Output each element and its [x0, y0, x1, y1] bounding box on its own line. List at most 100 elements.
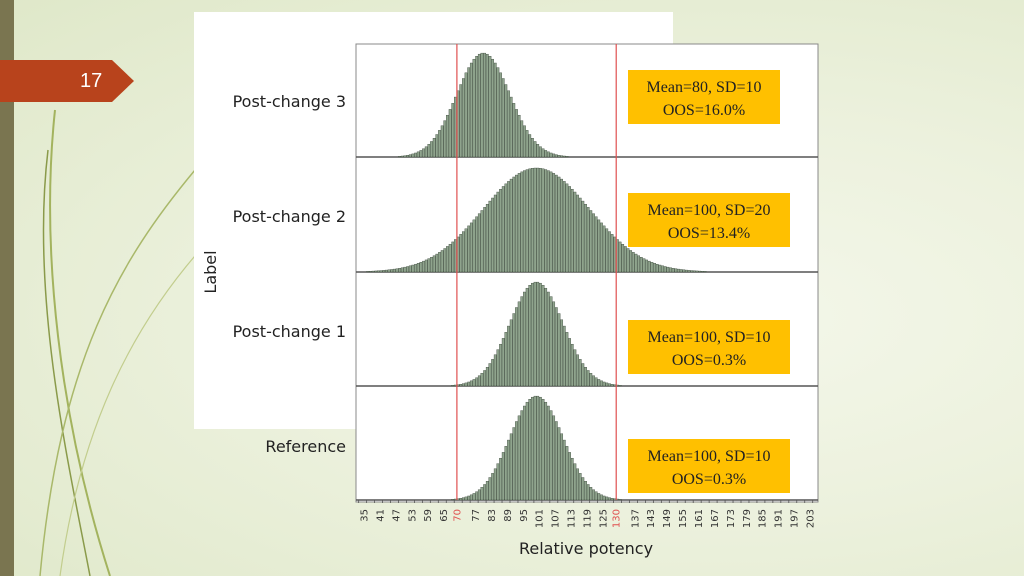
histogram-bar — [406, 155, 410, 158]
panel-label: Post-change 1 — [233, 322, 346, 341]
histogram-bar — [459, 384, 463, 387]
histogram-bar — [552, 153, 556, 158]
histogram-bar — [491, 359, 494, 387]
histogram-bar — [523, 125, 526, 158]
x-tick-label: 59 — [423, 509, 434, 522]
histogram-bar — [446, 114, 449, 158]
histogram-bar — [541, 284, 545, 387]
x-tick-label: 130 — [612, 509, 623, 528]
histogram-bar — [464, 382, 468, 387]
x-tick-label: 185 — [758, 509, 769, 528]
histogram-bar — [533, 395, 537, 501]
histogram-bar — [608, 383, 611, 387]
histogram-bar — [501, 186, 505, 273]
histogram-bar — [645, 259, 648, 273]
x-tick-label: 119 — [583, 509, 594, 528]
histogram-bar — [448, 244, 452, 273]
x-tick-label: 149 — [662, 509, 673, 528]
annotation-text: Mean=100, SD=10 — [648, 329, 771, 346]
histogram-bar — [411, 153, 415, 158]
histogram-bar — [517, 114, 521, 158]
histogram-bar — [406, 266, 410, 273]
histogram-bar — [592, 375, 595, 387]
histogram-bar — [467, 67, 471, 158]
histogram-bar — [690, 270, 694, 273]
histogram-bar — [594, 216, 598, 273]
histogram-bar — [477, 375, 481, 387]
histogram-bar — [400, 267, 404, 273]
histogram-bar — [416, 151, 420, 158]
histogram-bar — [488, 55, 492, 158]
annotation-box — [628, 193, 790, 247]
histogram-bar — [459, 84, 463, 158]
histogram-bar — [536, 167, 540, 273]
histogram-bar — [592, 213, 595, 273]
histogram-bar — [565, 156, 569, 158]
histogram-bar — [674, 268, 678, 273]
histogram-bar — [480, 52, 484, 158]
histogram-bar — [539, 282, 542, 387]
histogram-bar — [414, 263, 417, 273]
histogram-bar — [565, 332, 569, 387]
histogram-bar — [637, 255, 641, 273]
histogram-bar — [541, 148, 545, 158]
histogram-bar — [549, 410, 553, 501]
annotation-box — [628, 70, 780, 124]
histogram-bar — [403, 266, 407, 273]
histogram-bar — [440, 125, 444, 158]
histogram-bar — [512, 176, 516, 273]
histogram-bar — [539, 168, 542, 273]
histogram-bar — [385, 269, 388, 273]
histogram-bar — [491, 58, 494, 158]
histogram-bar — [570, 457, 574, 501]
histogram-bar — [419, 262, 423, 273]
histogram-bar — [602, 381, 606, 387]
histogram-bar — [562, 325, 566, 387]
histogram-bar — [592, 489, 595, 501]
histogram-bar — [438, 252, 441, 273]
histogram-bar — [613, 498, 617, 501]
histogram-bar — [424, 146, 428, 158]
histogram-bar — [496, 67, 500, 158]
histogram-bar — [499, 188, 502, 273]
histogram-bar — [536, 281, 540, 387]
histogram-bar — [509, 178, 513, 273]
annotation-box — [628, 320, 790, 374]
histogram-bar — [480, 487, 484, 501]
histogram-bar — [562, 155, 566, 158]
decorative-swoosh — [39, 109, 201, 576]
histogram-bar — [475, 216, 479, 273]
histogram-bar — [523, 291, 526, 387]
histogram-bar — [562, 181, 566, 273]
histogram-bar — [477, 213, 481, 273]
histogram-bar — [597, 493, 601, 501]
histogram-bar — [613, 384, 617, 387]
histogram-bar — [594, 377, 598, 387]
annotation-text: OOS=13.4% — [668, 225, 750, 242]
histogram-bar — [642, 258, 646, 273]
histogram-bar — [576, 468, 579, 501]
histogram-bar — [597, 219, 601, 273]
histogram-bar — [464, 228, 468, 273]
x-tick-label: 125 — [598, 509, 609, 528]
annotation-box — [628, 439, 790, 493]
histogram-bar — [499, 457, 502, 501]
histogram-bar — [467, 381, 471, 387]
histogram-bar — [509, 433, 513, 501]
histogram-bar — [523, 405, 526, 501]
histogram-bar — [570, 343, 574, 387]
histogram-bar — [438, 130, 441, 158]
annotation-text: Mean=100, SD=20 — [648, 202, 771, 219]
x-tick-label: 161 — [694, 509, 705, 528]
histogram-bar — [573, 349, 577, 387]
histogram-bar — [448, 109, 452, 158]
histogram-bar — [523, 170, 526, 273]
histogram-bar — [573, 463, 577, 501]
histogram-bar — [462, 497, 465, 501]
histogram-bar — [546, 151, 550, 158]
x-tick-label: 179 — [742, 509, 753, 528]
histogram-bar — [584, 203, 587, 273]
histogram-bar — [658, 264, 662, 273]
histogram-bar — [515, 109, 518, 158]
histogram-bar — [520, 410, 524, 501]
